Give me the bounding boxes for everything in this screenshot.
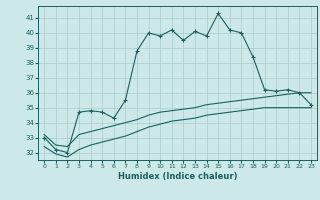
X-axis label: Humidex (Indice chaleur): Humidex (Indice chaleur) [118, 172, 237, 181]
